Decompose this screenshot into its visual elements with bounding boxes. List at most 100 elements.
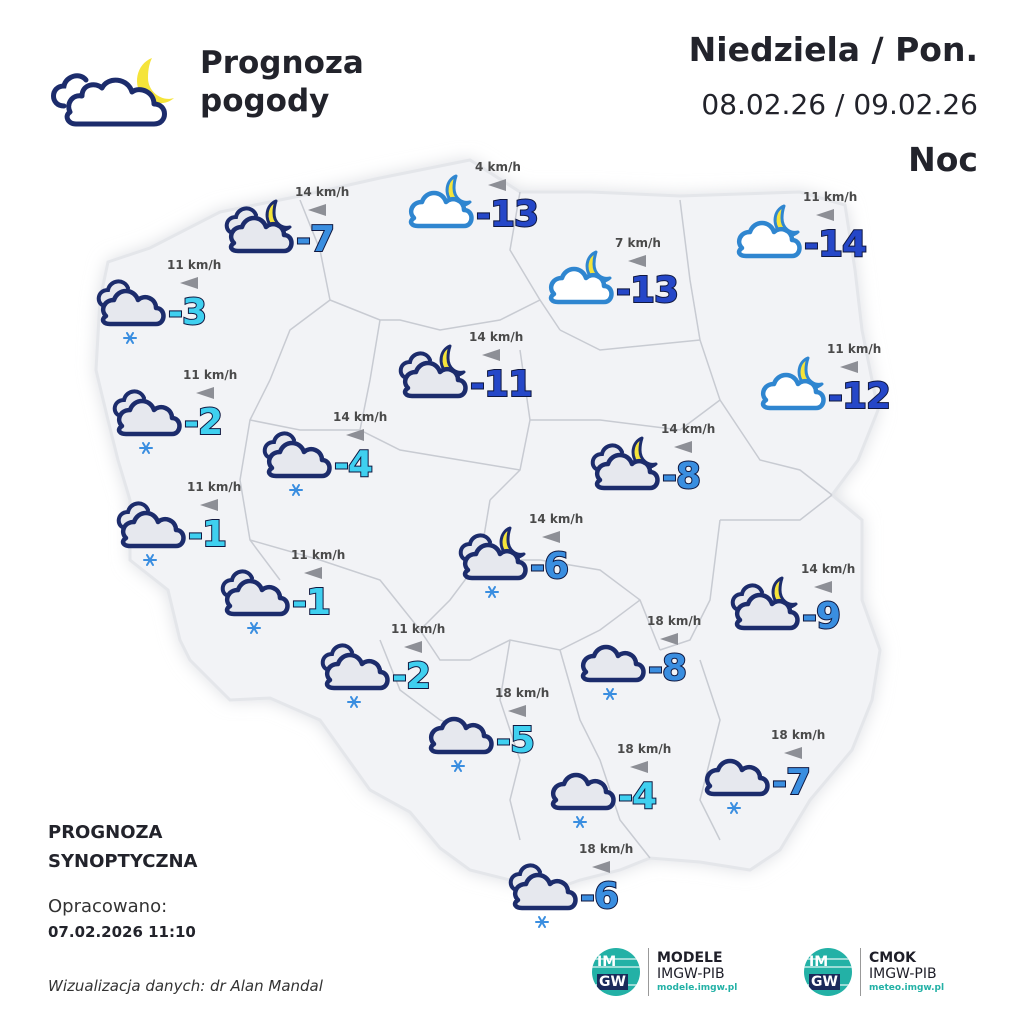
station: 7 km/h -13 xyxy=(540,236,730,326)
cloud-moon-icon xyxy=(540,248,620,332)
station: 11 km/h -2 xyxy=(316,622,506,712)
station: 11 km/h -3 xyxy=(92,258,282,348)
temperature: -1 xyxy=(291,581,332,624)
wind-speed: 18 km/h xyxy=(495,686,550,700)
logo-name: MODELE xyxy=(657,950,723,966)
cloudy-moon-snow-icon xyxy=(454,524,534,608)
logo-separator xyxy=(860,948,861,996)
synoptic-line-1: PROGNOZA xyxy=(48,822,163,843)
wind-direction-icon xyxy=(814,578,832,597)
station: 14 km/h -11 xyxy=(394,330,584,420)
wind-speed: 4 km/h xyxy=(475,160,521,174)
wind-speed: 18 km/h xyxy=(579,842,634,856)
temperature: -1 xyxy=(187,513,228,556)
cloudy-moon-icon xyxy=(394,342,474,426)
cloudy-snow-icon xyxy=(504,854,584,938)
wind-direction-icon xyxy=(592,858,610,877)
wind-direction-icon xyxy=(542,528,560,547)
wind-speed: 14 km/h xyxy=(333,410,388,424)
logo-cmok[interactable]: IM GW CMOK IMGW-PIB meteo.imgw.pl xyxy=(804,948,944,996)
temperature: -6 xyxy=(529,545,570,588)
cloud-snow-icon xyxy=(572,626,652,710)
title-line-2: pogody xyxy=(200,83,330,119)
station: 14 km/h -8 xyxy=(586,422,776,512)
cloud-moon-icon xyxy=(752,354,832,438)
wind-direction-icon xyxy=(308,201,326,220)
station: 4 km/h -13 xyxy=(400,160,590,250)
station: 18 km/h -7 xyxy=(696,728,886,818)
station: 14 km/h -7 xyxy=(220,185,410,275)
cloudy-moon-icon xyxy=(586,434,666,518)
logo-url[interactable]: meteo.imgw.pl xyxy=(869,983,945,993)
synoptic-label: PROGNOZA SYNOPTYCZNA xyxy=(48,818,197,876)
logo-modele[interactable]: IM GW MODELE IMGW-PIB modele.imgw.pl xyxy=(592,948,737,996)
wind-direction-icon xyxy=(200,496,218,515)
station: 11 km/h -1 xyxy=(216,548,406,638)
station: 11 km/h -1 xyxy=(112,480,302,570)
temperature: -14 xyxy=(803,223,868,266)
logo-separator xyxy=(648,948,649,996)
cloud-moon-icon xyxy=(400,172,480,256)
forecast-dates: 08.02.26 / 09.02.26 xyxy=(701,88,978,121)
temperature: -3 xyxy=(167,291,208,334)
wind-speed: 11 km/h xyxy=(803,190,858,204)
wind-speed: 14 km/h xyxy=(529,512,584,526)
station: 14 km/h -9 xyxy=(726,562,916,652)
cloudy-snow-icon xyxy=(316,634,396,718)
wind-direction-icon xyxy=(346,426,364,445)
logo-org: IMGW-PIB xyxy=(657,966,725,982)
cloud-moon-icon xyxy=(51,58,174,127)
temperature: -8 xyxy=(661,455,702,498)
temperature: -5 xyxy=(495,719,536,762)
prepared-date: 07.02.2026 11:10 xyxy=(48,923,196,941)
synoptic-line-2: SYNOPTYCZNA xyxy=(48,851,198,872)
time-of-day: Noc xyxy=(908,140,978,179)
temperature: -12 xyxy=(827,375,892,418)
temperature: -4 xyxy=(333,443,374,486)
wind-direction-icon xyxy=(628,252,646,271)
title-line-1: Prognoza xyxy=(200,45,364,81)
wind-speed: 18 km/h xyxy=(771,728,826,742)
cloud-moon-icon xyxy=(728,202,808,286)
temperature: -2 xyxy=(183,401,224,444)
station: 11 km/h -14 xyxy=(728,190,918,280)
forecast-day: Niedziela / Pon. xyxy=(688,30,978,69)
cloud-snow-icon xyxy=(696,740,776,824)
wind-direction-icon xyxy=(482,346,500,365)
wind-speed: 18 km/h xyxy=(617,742,672,756)
wind-speed: 11 km/h xyxy=(291,548,346,562)
temperature: -4 xyxy=(617,775,658,818)
cloudy-snow-icon xyxy=(92,270,172,354)
temperature: -13 xyxy=(615,269,680,312)
wind-speed: 11 km/h xyxy=(183,368,238,382)
wind-speed: 11 km/h xyxy=(391,622,446,636)
wind-direction-icon xyxy=(508,702,526,721)
wind-direction-icon xyxy=(196,384,214,403)
cloudy-snow-icon xyxy=(216,560,296,644)
wind-speed: 18 km/h xyxy=(647,614,702,628)
temperature: -13 xyxy=(475,193,540,236)
cloudy-moon-icon xyxy=(220,197,300,281)
wind-direction-icon xyxy=(488,176,506,195)
wind-direction-icon xyxy=(784,744,802,763)
station: 11 km/h -12 xyxy=(752,342,942,432)
wind-speed: 14 km/h xyxy=(469,330,524,344)
wind-speed: 7 km/h xyxy=(615,236,661,250)
wind-direction-icon xyxy=(660,630,678,649)
station: 14 km/h -4 xyxy=(258,410,448,500)
country-outline xyxy=(94,158,882,892)
temperature: -7 xyxy=(771,761,812,804)
temperature: -9 xyxy=(801,595,842,638)
station: 14 km/h -6 xyxy=(454,512,644,602)
logo-name: CMOK xyxy=(869,950,916,966)
temperature: -6 xyxy=(579,875,620,918)
cloudy-moon-icon xyxy=(726,574,806,658)
logo-url[interactable]: modele.imgw.pl xyxy=(657,983,738,993)
page-title: Prognoza pogody xyxy=(200,44,364,120)
station: 11 km/h -2 xyxy=(108,368,298,458)
station: 18 km/h -6 xyxy=(504,842,694,932)
cloud-snow-icon xyxy=(420,698,500,782)
wind-direction-icon xyxy=(180,274,198,293)
wind-speed: 11 km/h xyxy=(827,342,882,356)
station: 18 km/h -5 xyxy=(420,686,610,776)
